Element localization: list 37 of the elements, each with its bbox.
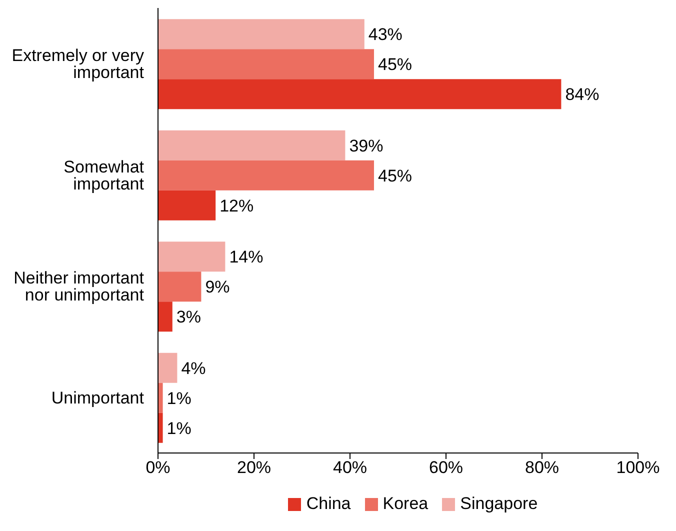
- y-tick-label: Neither important nor unimportant: [14, 268, 144, 305]
- x-tick-label: 40%: [332, 458, 368, 478]
- bar: [158, 19, 364, 50]
- data-label: 3%: [176, 308, 201, 327]
- x-tick-label: 20%: [236, 458, 272, 478]
- data-label: 9%: [205, 278, 230, 297]
- bar: [158, 49, 374, 80]
- bar: [158, 382, 163, 413]
- data-label: 1%: [166, 418, 192, 438]
- legend-label: Korea: [382, 494, 428, 514]
- y-tick-label: Unimportant: [51, 388, 144, 408]
- x-tick-label: 0%: [146, 458, 170, 478]
- data-label: 4%: [181, 358, 206, 378]
- bar: [158, 412, 163, 443]
- x-tick-label: 100%: [616, 458, 660, 478]
- x-tick-label: 60%: [428, 458, 464, 478]
- y-tick-label: Somewhat important: [64, 157, 144, 194]
- data-label: 14%: [229, 248, 264, 267]
- bar: [158, 242, 226, 272]
- bar: [158, 160, 374, 190]
- y-tick-label: Extremely or very important: [12, 46, 144, 82]
- data-label: 45%: [378, 166, 412, 186]
- bar: [158, 302, 172, 332]
- data-label: 84%: [565, 85, 600, 104]
- data-label: 1%: [166, 388, 192, 408]
- bar: [158, 352, 178, 383]
- legend-label: Singapore: [459, 494, 538, 514]
- data-label: 39%: [349, 136, 384, 156]
- bar: [158, 272, 202, 302]
- x-tick-label: 80%: [524, 458, 560, 478]
- data-label: 12%: [220, 196, 254, 216]
- data-label: 45%: [378, 55, 412, 74]
- bar: [158, 130, 346, 160]
- bar: [158, 190, 216, 220]
- legend-label: China: [305, 494, 351, 514]
- bar: [158, 79, 562, 110]
- data-label: 43%: [368, 25, 402, 44]
